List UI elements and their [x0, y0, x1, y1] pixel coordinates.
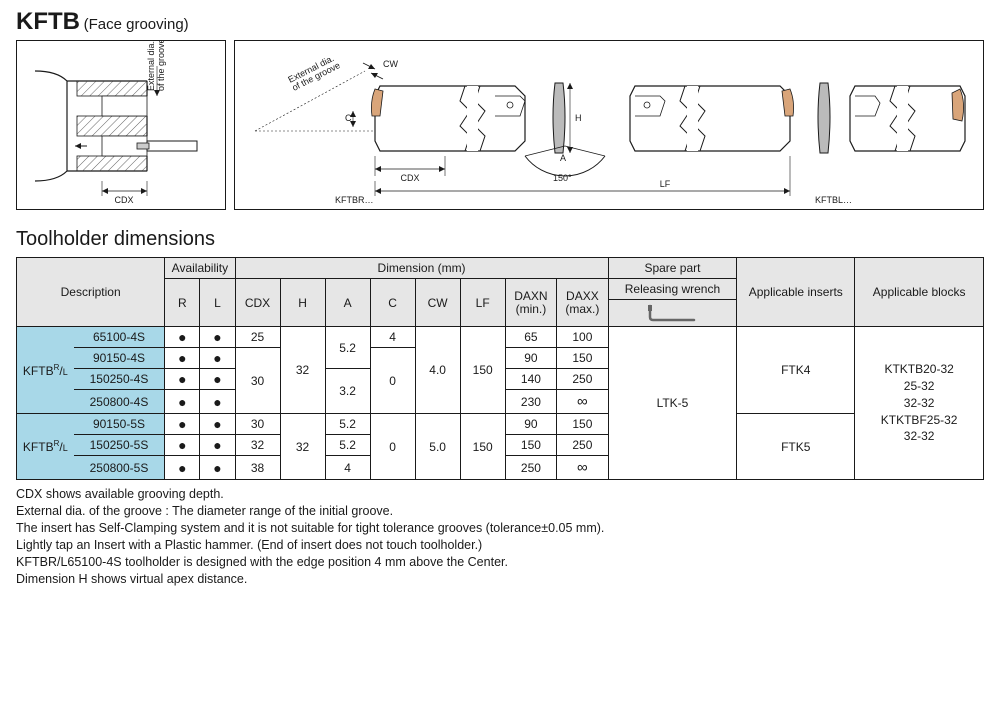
th-dimension: Dimension (mm) [235, 258, 608, 279]
th-description: Description [17, 258, 165, 327]
cell-a: 5.2 [325, 327, 370, 369]
th-cw: CW [415, 279, 460, 327]
cell-insert: FTK4 [737, 327, 855, 414]
table-heading: Toolholder dimensions [16, 228, 984, 251]
desc-prefix-2: KFTBR/L [17, 414, 74, 480]
note-line: CDX shows available grooving depth. [16, 486, 984, 503]
th-inserts: Applicable inserts [737, 258, 855, 327]
kftbl-shape [630, 86, 794, 151]
diagram-cross-section: CDX External dia. of the groove [16, 40, 226, 210]
svg-text:External dia. of the g: External dia. of the groove [286, 52, 341, 93]
th-r: R [165, 279, 200, 327]
th-daxn: DAXN(min.) [505, 279, 556, 327]
th-availability: Availability [165, 258, 235, 279]
wrench-icon [608, 300, 737, 327]
page-title: KFTB (Face grooving) [16, 8, 984, 36]
svg-text:CDX: CDX [400, 173, 419, 183]
cell-c: 4 [370, 327, 415, 348]
th-lf: LF [460, 279, 505, 327]
note-line: KFTBR/L65100-4S toolholder is designed w… [16, 554, 984, 571]
th-wrench: Releasing wrench [608, 279, 737, 300]
th-h: H [280, 279, 325, 327]
cell-l: ● [200, 327, 235, 348]
cell-daxx: 100 [557, 327, 608, 348]
cell-cw: 4.0 [415, 327, 460, 414]
th-blocks: Applicable blocks [855, 258, 984, 327]
dimensions-table: Description Availability Dimension (mm) … [16, 257, 984, 480]
desc-prefix-1: KFTBR/L [17, 327, 74, 414]
cell-cdx: 25 [235, 327, 280, 348]
cell-spare: LTK-5 [608, 327, 737, 480]
cell-daxn: 65 [505, 327, 556, 348]
note-line: Dimension H shows virtual apex distance. [16, 571, 984, 588]
th-l: L [200, 279, 235, 327]
svg-text:LF: LF [660, 179, 671, 189]
note-line: The insert has Self-Clamping system and … [16, 520, 984, 537]
svg-text:H: H [575, 113, 582, 123]
cell-blocks: KTKTB20-3225-3232-32KTKTBF25-3232-32 [855, 327, 984, 480]
diagram-toolholder: External dia. of the groove CW C [234, 40, 984, 210]
title-main: KFTB [16, 8, 80, 35]
kftbr-shape [371, 86, 525, 151]
svg-text:External dia. of the g: External dia. of the groove [146, 41, 166, 91]
svg-text:CW: CW [383, 59, 398, 69]
th-c: C [370, 279, 415, 327]
title-sub: (Face grooving) [84, 16, 189, 33]
table-row: KFTBR/L 65100-4S ● ● 25 32 5.2 4 4.0 150… [17, 327, 984, 348]
diagram-row: CDX External dia. of the groove External… [16, 40, 984, 210]
label-cdx-left: CDX [114, 195, 133, 205]
cell-h: 32 [280, 327, 325, 414]
note-line: Lightly tap an Insert with a Plastic ham… [16, 537, 984, 554]
note-line: External dia. of the groove : The diamet… [16, 503, 984, 520]
cell-r: ● [165, 327, 200, 348]
footnotes: CDX shows available grooving depth. Exte… [16, 486, 984, 587]
svg-text:A: A [560, 153, 566, 163]
table-row: KFTBR/L 90150-5S ● ● 30 32 5.2 0 5.0 150… [17, 414, 984, 435]
cell-lf: 150 [460, 327, 505, 414]
svg-text:KFTBR…: KFTBR… [335, 195, 374, 205]
svg-text:150°: 150° [553, 173, 572, 183]
svg-text:KFTBL…: KFTBL… [815, 195, 852, 205]
th-spare: Spare part [608, 258, 737, 279]
th-a: A [325, 279, 370, 327]
th-cdx: CDX [235, 279, 280, 327]
th-daxx: DAXX(max.) [557, 279, 608, 327]
desc-part: 65100-4S [74, 327, 165, 348]
